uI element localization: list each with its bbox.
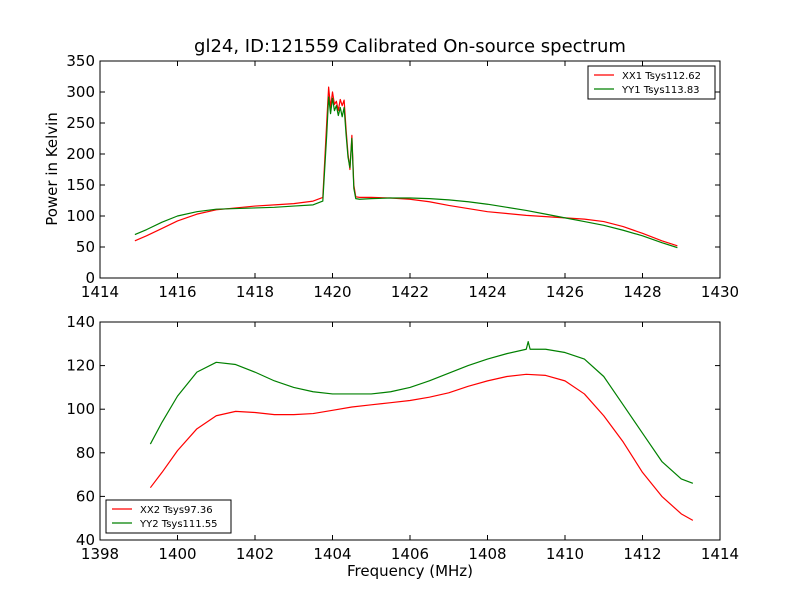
bottom-ytick-label: 100 <box>66 400 95 418</box>
top-xtick-label: 1430 <box>701 283 739 301</box>
bottom-xtick-label: 1400 <box>158 545 196 563</box>
top-ytick-label: 150 <box>66 176 95 194</box>
top-plot: 1414 1416 1418 1420 1422 1424 1426 1428 1430 0 50 1… <box>66 52 739 301</box>
bottom-ytick-label: 120 <box>66 357 95 375</box>
bottom-ytick-label: 40 <box>76 531 95 549</box>
bottom-xtick-label: 1398 <box>81 545 119 563</box>
bottom-ytick-label: 140 <box>66 313 95 331</box>
bottom-ytick-label: 60 <box>76 487 95 505</box>
plots-group: 1414 1416 1418 1420 1422 1424 1426 1428 1430 0 50 1… <box>66 52 739 563</box>
top-legend: XX1 Tsys112.62 YY1 Tsys113.83 <box>587 65 716 100</box>
top-ytick-label: 250 <box>66 114 95 132</box>
top-xtick-label: 1420 <box>313 283 351 301</box>
bottom-legend-label-1: XX2 Tsys97.36 <box>140 505 213 516</box>
bottom-plot: 1398 1400 1402 1404 1406 1408 1410 1412 1414 40 60… <box>66 313 739 563</box>
top-xtick-label: 1416 <box>158 283 196 301</box>
top-xtick-label: 1414 <box>81 283 119 301</box>
top-xtick-label: 1426 <box>546 283 584 301</box>
top-ytick-label: 100 <box>66 207 95 225</box>
bottom-series-line-1 <box>149 373 694 521</box>
bottom-series-line-2 <box>149 341 694 484</box>
top-legend-label-1: XX1 Tsys112.62 <box>622 71 701 82</box>
top-legend-box <box>587 65 716 100</box>
top-ytick-label: 50 <box>76 238 95 256</box>
top-series-line-2 <box>134 96 678 249</box>
top-xtick-label: 1418 <box>236 283 274 301</box>
top-ytick-label: 350 <box>66 52 95 70</box>
bottom-xtick-label: 1408 <box>468 545 506 563</box>
bottom-legend: XX2 Tsys97.36 YY2 Tsys111.55 <box>105 499 232 534</box>
top-ytick-label: 0 <box>85 269 95 287</box>
top-legend-label-2: YY1 Tsys113.83 <box>621 85 700 96</box>
top-xtick-label: 1424 <box>468 283 506 301</box>
bottom-xtick-label: 1410 <box>546 545 584 563</box>
bottom-legend-label-2: YY2 Tsys111.55 <box>139 519 218 530</box>
chart-title: gl24, ID:121559 Calibrated On-source spe… <box>194 36 626 57</box>
bottom-xtick-label: 1414 <box>701 545 739 563</box>
bottom-xtick-label: 1406 <box>391 545 429 563</box>
bottom-ytick-label: 80 <box>76 444 95 462</box>
top-ylabel: Power in Kelvin <box>43 112 61 226</box>
top-ytick-label: 200 <box>66 145 95 163</box>
bottom-xlabel: Frequency (MHz) <box>347 562 473 580</box>
bottom-legend-box <box>105 499 232 534</box>
top-ytick-label: 300 <box>66 83 95 101</box>
bottom-xtick-label: 1402 <box>236 545 274 563</box>
bottom-xtick-label: 1404 <box>313 545 351 563</box>
top-xtick-label: 1422 <box>391 283 429 301</box>
bottom-xtick-label: 1412 <box>623 545 661 563</box>
top-xtick-label: 1428 <box>623 283 661 301</box>
